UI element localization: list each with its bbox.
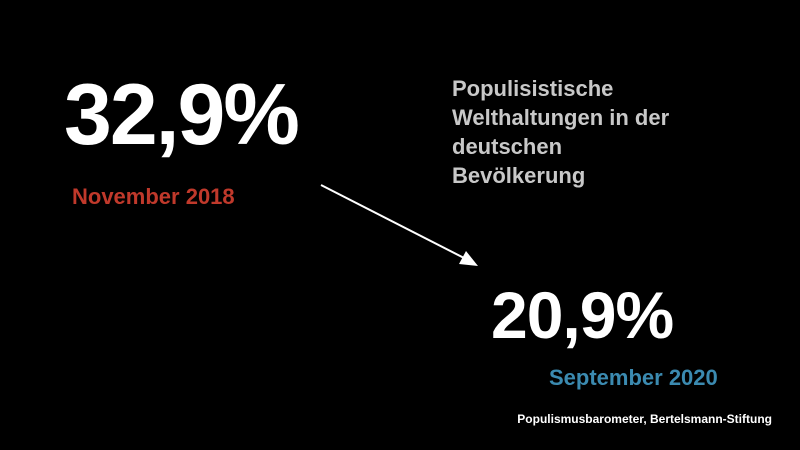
headline-line: Welthaltungen in der bbox=[452, 105, 670, 130]
headline: Populisistische Welthaltungen in der deu… bbox=[452, 74, 752, 190]
stat-value-2018: 32,9% bbox=[64, 67, 300, 163]
stat-value-2020: 20,9% bbox=[491, 278, 674, 352]
stat-date-2020: September 2020 bbox=[549, 365, 718, 390]
headline-line: Populisistische bbox=[452, 76, 614, 101]
headline-line: Bevölkerung bbox=[452, 163, 586, 188]
stat-date-2018: November 2018 bbox=[72, 184, 235, 209]
source-credit: Populismusbarometer, Bertelsmann-Stiftun… bbox=[517, 412, 772, 426]
headline-line: deutschen bbox=[452, 134, 563, 159]
